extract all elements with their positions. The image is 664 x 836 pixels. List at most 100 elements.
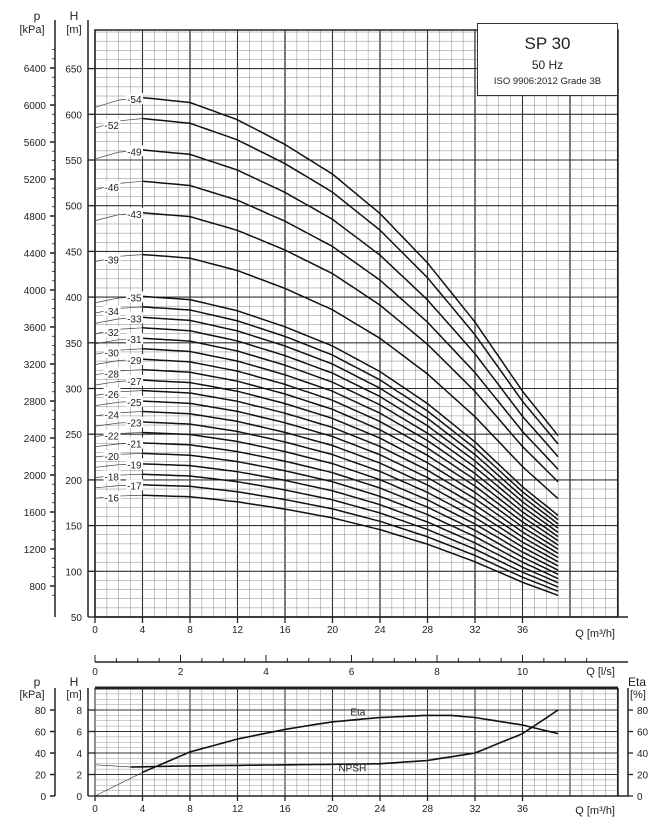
bottom-q-tick-label: 0: [92, 804, 98, 815]
bottom-p-label: p: [34, 675, 41, 689]
ls-tick-label: 6: [349, 667, 355, 678]
q-tick-label: 0: [92, 625, 98, 636]
bottom-p-tick-label: 40: [35, 749, 47, 760]
stage-label-33: -33: [127, 314, 142, 325]
eta-tick-label: 0: [637, 792, 643, 803]
ls-tick-label: 4: [263, 667, 269, 678]
p-tick-label: 2000: [24, 471, 47, 482]
p-axis-unit: [kPa]: [19, 24, 44, 36]
stage-label-24: -24: [105, 411, 120, 422]
stage-label-43: -43: [127, 210, 142, 221]
h-tick-label: 100: [65, 567, 82, 578]
bottom-h-tick-label: 4: [76, 749, 82, 760]
chart-title: SP 30: [524, 34, 571, 53]
stage-label-27: -27: [127, 377, 142, 388]
stage-label-bg: [126, 479, 144, 491]
bottom-q-tick-label: 4: [140, 804, 146, 815]
p-tick-label: 3600: [24, 323, 47, 334]
stage-label-bg: [103, 429, 121, 441]
stage-label-54: -54: [127, 95, 142, 106]
stage-curve-29: [142, 358, 559, 542]
h-tick-label: 550: [65, 156, 82, 167]
chart-subtitle: 50 Hz: [531, 58, 564, 72]
p-tick-label: 3200: [24, 360, 47, 371]
ls-axis-label: Q [l/s]: [586, 666, 615, 678]
stage-label-25: -25: [127, 398, 142, 409]
q-tick-label: 12: [232, 625, 244, 636]
p-tick-label: 800: [29, 582, 46, 593]
chart-standard: ISO 9906:2012 Grade 3B: [493, 76, 602, 87]
stage-curve-33: [142, 316, 559, 525]
h-axis-label: H: [70, 9, 79, 23]
stage-label-bg: [126, 333, 144, 345]
eta-tick-label: 60: [637, 728, 649, 739]
bottom-h-tick-label: 6: [76, 728, 82, 739]
stage-label-bg: [126, 458, 144, 470]
stage-label-26: -26: [105, 390, 120, 401]
h-tick-label: 50: [71, 613, 83, 624]
npsh-curve-thin: [94, 764, 131, 768]
npsh-curve: [130, 709, 559, 768]
q-tick-label: 36: [517, 625, 529, 636]
h-tick-label: 350: [65, 339, 82, 350]
p-tick-label: 6000: [24, 101, 47, 112]
stage-curve-52: [142, 117, 559, 445]
q-tick-label: 28: [422, 625, 434, 636]
stage-curve-16: [142, 494, 559, 597]
stage-label-34: -34: [105, 307, 120, 318]
stage-label-bg: [126, 437, 144, 449]
npsh-curve-label: NPSH: [338, 763, 366, 774]
stage-label-49: -49: [127, 147, 142, 158]
ls-tick-label: 8: [434, 667, 440, 678]
stage-curve-28: [142, 368, 559, 546]
bottom-q-tick-label: 32: [469, 804, 481, 815]
stage-curve-21: [142, 442, 559, 576]
stage-label-bg: [103, 253, 121, 265]
eta-curve-thin: [94, 772, 143, 797]
stage-label-30: -30: [105, 349, 120, 360]
q-tick-label: 32: [469, 625, 481, 636]
stage-curve-27: [142, 379, 559, 550]
stage-label-bg: [126, 354, 144, 366]
stage-curve-35: [142, 295, 559, 517]
eta-unit: [%]: [630, 689, 646, 701]
h-tick-label: 500: [65, 202, 82, 213]
h-tick-label: 300: [65, 385, 82, 396]
stage-label-17: -17: [127, 481, 142, 492]
bottom-q-tick-label: 28: [422, 804, 434, 815]
stage-label-bg: [126, 145, 144, 157]
bottom-q-tick-label: 20: [327, 804, 339, 815]
bottom-q-tick-label: 12: [232, 804, 244, 815]
h-tick-label: 450: [65, 247, 82, 258]
stage-curve-24: [142, 410, 559, 563]
stage-curve-54: [142, 96, 559, 437]
p-axis-label: p: [34, 9, 41, 23]
stage-label-bg: [103, 449, 121, 461]
h-axis-unit: [m]: [66, 24, 81, 36]
stage-label-35: -35: [127, 293, 142, 304]
p-tick-label: 2400: [24, 434, 47, 445]
stage-curve-32: [142, 327, 559, 529]
bottom-h-tick-label: 2: [76, 771, 82, 782]
stage-curve-49: [142, 149, 559, 458]
stage-label-bg: [103, 367, 121, 379]
stage-curve-31: [142, 337, 559, 534]
stage-label-20: -20: [105, 452, 120, 463]
bottom-q-tick-label: 36: [517, 804, 529, 815]
stage-label-22: -22: [105, 431, 120, 442]
stage-curve-18: [142, 473, 559, 588]
q-tick-label: 16: [279, 625, 291, 636]
stage-label-bg: [126, 207, 144, 219]
q-tick-label: 8: [187, 625, 193, 636]
bottom-h-tick-label: 8: [76, 706, 82, 717]
eta-tick-label: 20: [637, 771, 649, 782]
stage-label-39: -39: [105, 256, 120, 267]
p-tick-label: 4000: [24, 286, 47, 297]
ls-tick-label: 10: [517, 667, 529, 678]
q-tick-label: 24: [374, 625, 386, 636]
stage-curve-19: [142, 463, 559, 584]
q-tick-label: 4: [140, 625, 146, 636]
eta-curve-label: Eta: [350, 707, 365, 718]
stage-label-23: -23: [127, 419, 142, 430]
